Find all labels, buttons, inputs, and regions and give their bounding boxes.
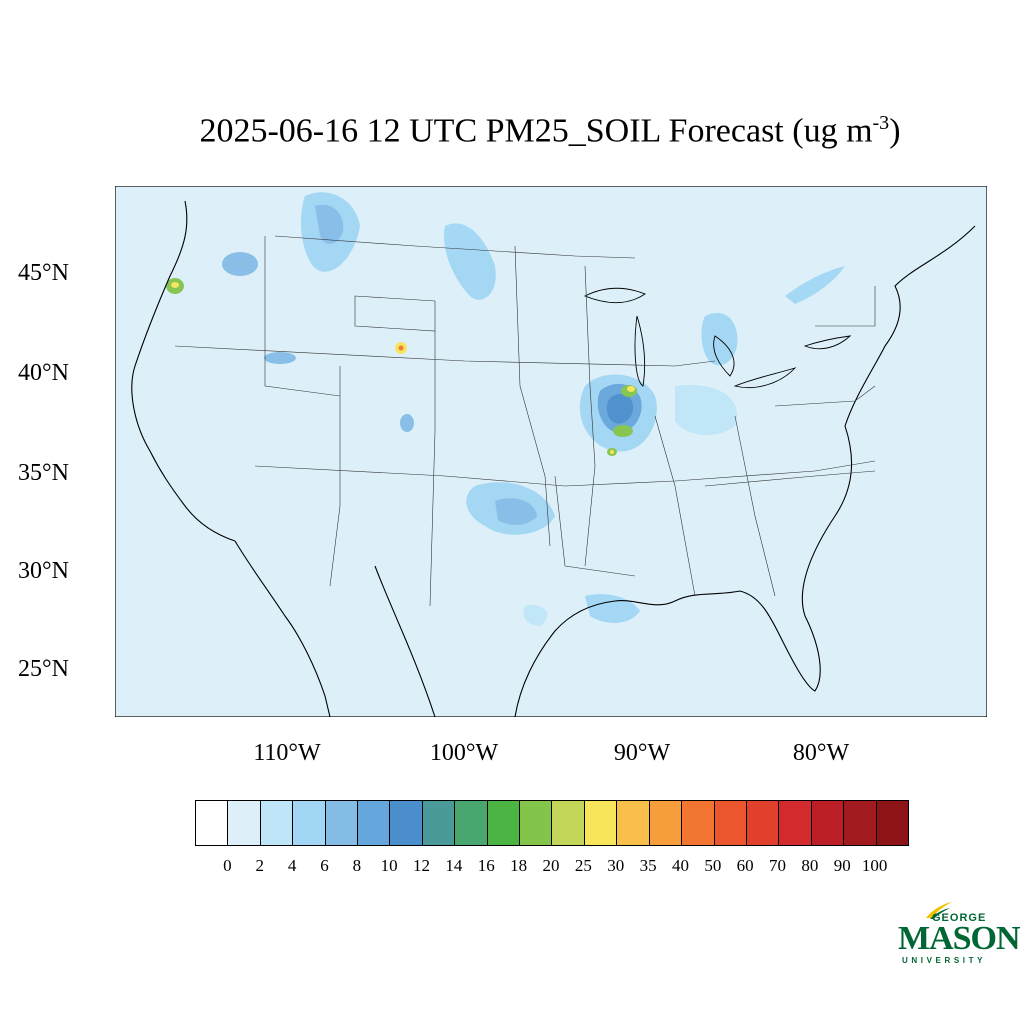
colorbar-tick-label: 80 (801, 856, 819, 875)
concentration-field (166, 192, 845, 626)
lat-label-45: 45°N (18, 260, 69, 286)
lake-michigan (634, 315, 646, 387)
colorbar-swatch (196, 801, 229, 845)
boundary-newyork (815, 286, 876, 327)
colorbar-swatch (714, 801, 747, 845)
boundary-plains (514, 245, 551, 547)
colorbar-tick-label: 30 (607, 856, 625, 875)
lat-label-25: 25°N (18, 656, 69, 682)
lon-label-90: 90°W (613, 740, 671, 766)
colorbar-tick-label: 6 (320, 856, 329, 875)
lat-label-35: 35°N (18, 460, 69, 486)
colorbar-swatch (844, 801, 877, 845)
colorbar-tick-label: 14 (445, 856, 463, 875)
colorbar-swatch (390, 801, 423, 845)
plume-hotspot-1 (613, 425, 633, 437)
colorbar-swatch (552, 801, 585, 845)
plume-midwest-inner (606, 393, 634, 424)
map-panel (115, 186, 987, 717)
colorbar-swatch (358, 801, 391, 845)
plume-hotspot-5 (610, 450, 614, 454)
chart-title: 2025-06-16 12 UTC PM25_SOIL Forecast (ug… (199, 112, 901, 150)
colorbar-swatch (779, 801, 812, 845)
lon-label-110: 110°W (253, 740, 321, 766)
boundary-tennessee (704, 470, 876, 487)
colorbar-tick-label: 16 (477, 856, 495, 875)
boundary-texas (554, 475, 636, 577)
colorbar (195, 800, 909, 846)
boundary-36n (254, 460, 876, 487)
state-boundaries (174, 235, 876, 607)
colorbar-swatch (617, 801, 650, 845)
colorbar-swatch (487, 801, 521, 845)
colorbar-swatch (293, 801, 326, 845)
colorbar-tick-label: 8 (352, 856, 362, 875)
colorbar-tick-label: 18 (510, 856, 528, 875)
colorbar-swatch (876, 801, 908, 845)
boundary-49n (274, 235, 636, 259)
pacific-coast (131, 200, 236, 542)
colorbar-swatch (260, 801, 294, 845)
lon-label-80: 80°W (792, 740, 850, 766)
colorbar-tick-label: 12 (413, 856, 431, 875)
colorbar-tick-label: 100 (861, 856, 888, 875)
atlantic-gulf-coast (514, 225, 976, 717)
colorbar-swatch (422, 801, 456, 845)
colorbar-swatch (682, 801, 715, 845)
lake-ontario (803, 335, 852, 350)
plume-northeast (785, 266, 845, 304)
colorbar-tick-label: 40 (671, 856, 689, 875)
colorbar-swatch (325, 801, 359, 845)
logo-university: UNIVERSITY (902, 956, 987, 965)
boundary-colorado (429, 331, 436, 607)
plume-hotspot-3 (627, 386, 635, 392)
colorbar-swatch (520, 801, 553, 845)
boundary-40n (174, 345, 716, 367)
forecast-map (115, 186, 987, 717)
boundary-utah (329, 366, 341, 587)
colorbar-tick-label: 20 (542, 856, 560, 875)
lon-label-100: 100°W (429, 740, 499, 766)
colorbar-swatch (649, 801, 683, 845)
colorbar-tick-label: 0 (223, 856, 232, 875)
colorbar-swatch (584, 801, 618, 845)
colorbar-swatch (228, 801, 261, 845)
colorbar-swatch (746, 801, 780, 845)
plume-dakota (444, 223, 496, 300)
colorbar-tick-label: 2 (255, 856, 264, 875)
colorbar-tick-label: 70 (769, 856, 787, 875)
lake-huron (713, 335, 735, 377)
colorbar-tick-label: 90 (833, 856, 851, 875)
colorbar-tick-label: 25 (574, 856, 592, 875)
great-lakes (583, 287, 852, 389)
map-background (115, 186, 987, 717)
colorbar-swatch (811, 801, 845, 845)
logo-george: GEORGE (932, 912, 987, 924)
colorbar-swatch (455, 801, 488, 845)
boundary-mississippi (584, 265, 596, 567)
colorbar-tick-label: 60 (736, 856, 754, 875)
lat-label-30: 30°N (18, 558, 69, 584)
coastline (131, 200, 976, 717)
boundary-idaho (264, 236, 341, 397)
gmu-logo: GEORGE MASON UNIVERSITY (896, 898, 1021, 968)
flame-icon (926, 902, 952, 919)
boundary-virginia (774, 385, 876, 407)
colorbar-tick-label: 35 (639, 856, 657, 875)
plume-idaho (222, 252, 258, 276)
colorbar-tick-label: 10 (380, 856, 398, 875)
boundary-wyoming (354, 295, 436, 332)
colorbar-tick-label: 50 (704, 856, 722, 875)
lake-erie (733, 367, 797, 389)
mexico-west-coast (374, 565, 436, 717)
lat-label-40: 40°N (18, 360, 69, 386)
colorbar-tick-label: 4 (287, 856, 297, 875)
boundary-georgia (734, 415, 776, 597)
boundary-alabama (654, 415, 696, 597)
baja-coast (234, 540, 331, 717)
logo-mason: MASON (898, 920, 1021, 957)
lake-superior (583, 287, 646, 304)
